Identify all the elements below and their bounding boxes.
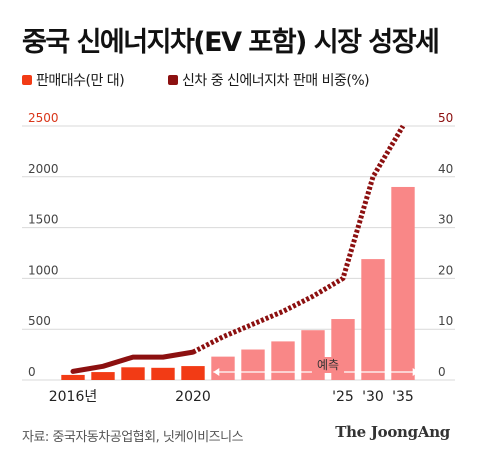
- bar: [91, 372, 115, 380]
- forecast-arrow-right-head: [412, 368, 419, 376]
- legend-item-sales: 판매대수(만 대): [22, 70, 125, 90]
- forecast-label-bg: [311, 357, 345, 373]
- bar: [181, 366, 205, 380]
- y-right-tick-label: 0: [438, 365, 446, 379]
- y-right-tick-label: 40: [438, 162, 453, 176]
- legend-label-sales: 판매대수(만 대): [36, 73, 125, 89]
- y-right-tick-label: 20: [438, 263, 453, 277]
- y-right-tick-label: 30: [438, 213, 453, 227]
- bar: [211, 356, 235, 380]
- y-right-tick-label: 50: [438, 111, 453, 125]
- bar: [361, 259, 385, 380]
- y-left-tick-label: 2500: [28, 111, 59, 125]
- forecast-label: 예측: [317, 358, 339, 372]
- y-left-tick-label: 500: [28, 314, 51, 328]
- bar: [391, 186, 415, 380]
- share-line-forecast: [191, 124, 406, 355]
- y-right-tick-label: 10: [438, 314, 453, 328]
- bar: [241, 349, 265, 380]
- x-tick-label: '35: [392, 389, 414, 405]
- bar: [151, 367, 175, 380]
- bar: [271, 341, 295, 380]
- source-note: 자료: 중국자동차공업협회, 닛케이비즈니스: [22, 430, 244, 445]
- bar: [121, 367, 145, 380]
- y-left-tick-label: 2000: [28, 162, 59, 176]
- legend-label-share: 신차 중 신에너지차 판매 비중(%): [182, 73, 370, 89]
- x-tick-label: 2020: [175, 389, 211, 405]
- bar: [61, 374, 85, 380]
- x-tick-label: '25: [332, 389, 354, 405]
- forecast-arrow-left-head: [213, 368, 220, 376]
- legend-swatch-share: [168, 75, 178, 85]
- chart-title: 중국 신에너지차(EV 포함) 시장 성장세: [22, 27, 440, 58]
- legend-swatch-sales: [22, 75, 32, 85]
- y-left-tick-label: 1000: [28, 263, 59, 277]
- x-tick-label: '30: [362, 389, 384, 405]
- x-tick-label: 2016년: [49, 389, 98, 405]
- chart-plot: 0 500 1000 1500 2000 2500 0 10 20 30 40 50 예측 2016년 20…: [22, 111, 455, 405]
- brand-logo: The JoongAng: [335, 423, 450, 441]
- legend-item-share: 신차 중 신에너지차 판매 비중(%): [168, 70, 370, 90]
- y-left-tick-label: 1500: [28, 213, 59, 227]
- y-left-tick-label: 0: [28, 365, 36, 379]
- share-line-actual: [70, 349, 196, 374]
